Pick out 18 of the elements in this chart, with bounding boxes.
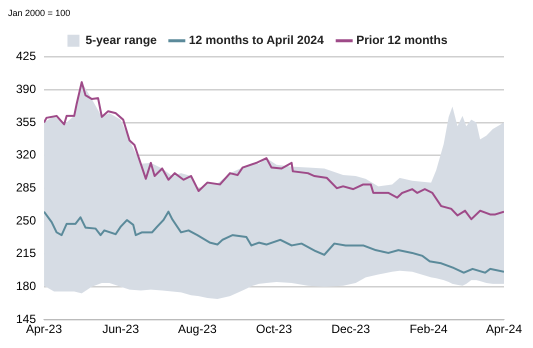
y-tick-label: 250 [16,213,36,228]
y-tick-label: 355 [16,114,36,129]
legend-label: 12 months to April 2024 [188,33,324,48]
y-tick-label: 215 [16,246,36,260]
legend-label: Prior 12 months [356,33,448,48]
y-tick-label: 180 [16,279,36,294]
x-tick-label: Feb-24 [410,322,448,336]
x-tick-label: Apr-24 [486,322,522,336]
chart-subtitle: Jan 2000 = 100 [8,8,70,18]
x-tick-label: Jun-23 [102,322,140,336]
x-tick-label: Dec-23 [331,322,370,336]
legend-label: 5-year range [85,33,158,48]
y-tick-label: 390 [16,82,36,96]
y-tick-label: 425 [16,49,36,64]
y-tick-label: 285 [16,180,36,195]
x-tick-label: Oct-23 [256,322,292,336]
y-tick-label: 320 [16,148,36,162]
x-tick-label: Aug-23 [178,322,218,336]
